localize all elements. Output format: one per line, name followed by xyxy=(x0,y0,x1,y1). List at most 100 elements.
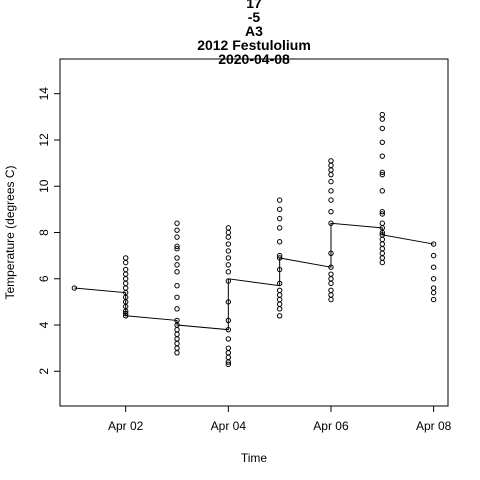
title-line: A3 xyxy=(245,23,263,39)
data-point xyxy=(122,266,129,273)
data-point xyxy=(430,252,437,259)
data-point xyxy=(379,188,386,194)
data-point xyxy=(379,236,386,243)
y-tick-label: 12 xyxy=(37,133,51,147)
data-point xyxy=(174,326,180,333)
data-point xyxy=(379,211,386,217)
data-point xyxy=(225,359,232,365)
data-point xyxy=(225,234,232,240)
y-tick-label: 10 xyxy=(37,179,51,193)
data-point xyxy=(379,111,386,118)
data-point xyxy=(276,252,283,259)
title-line: -5 xyxy=(248,9,261,25)
data-point xyxy=(276,296,283,303)
data-point xyxy=(379,171,386,178)
y-tick-label: 6 xyxy=(37,275,51,282)
data-point xyxy=(174,350,180,356)
data-point xyxy=(379,169,386,176)
data-point xyxy=(276,306,283,312)
data-point xyxy=(276,206,283,213)
data-point xyxy=(122,259,129,266)
data-point xyxy=(174,269,180,275)
data-point xyxy=(379,116,386,122)
data-point xyxy=(174,306,180,312)
data-point xyxy=(328,162,334,169)
data-point xyxy=(430,241,437,247)
data-point xyxy=(122,276,129,282)
data-point xyxy=(379,255,386,261)
title-line: 17 xyxy=(246,0,262,11)
data-point xyxy=(379,250,386,257)
data-point xyxy=(225,241,232,247)
data-point xyxy=(276,280,283,287)
data-point xyxy=(430,285,437,291)
data-point xyxy=(430,289,437,296)
data-point xyxy=(328,208,334,215)
data-point xyxy=(225,225,232,231)
data-point xyxy=(379,245,386,252)
x-axis-label: Time xyxy=(241,451,268,465)
data-point xyxy=(122,313,129,319)
data-point xyxy=(276,215,283,222)
data-point xyxy=(276,287,283,294)
data-point xyxy=(328,178,334,185)
data-point xyxy=(225,345,232,351)
data-point xyxy=(328,292,334,298)
y-tick-label: 4 xyxy=(37,321,51,328)
data-point xyxy=(71,285,78,291)
data-point xyxy=(225,361,232,368)
x-axis: Apr 02 Apr 04 Apr 06 Apr 08 xyxy=(108,406,452,433)
x-tick-label: Apr 04 xyxy=(211,419,247,433)
data-point xyxy=(379,139,386,145)
data-point xyxy=(379,208,386,215)
plot-frame xyxy=(59,58,449,407)
data-point xyxy=(276,313,283,319)
data-point xyxy=(379,241,386,247)
data-point xyxy=(174,336,180,342)
data-point xyxy=(379,229,386,236)
data-point xyxy=(328,188,334,194)
data-point xyxy=(122,271,129,277)
data-point xyxy=(430,276,437,282)
data-point xyxy=(174,245,180,252)
y-tick-label: 8 xyxy=(37,229,51,236)
data-point xyxy=(328,220,334,226)
data-point xyxy=(225,255,232,261)
data-point xyxy=(174,340,180,347)
data-point xyxy=(225,299,232,305)
data-point xyxy=(225,350,232,356)
data-point xyxy=(379,220,386,226)
data-point xyxy=(174,227,180,233)
data-point xyxy=(276,266,283,273)
data-point xyxy=(225,354,232,361)
x-tick-label: Apr 02 xyxy=(108,419,144,433)
y-tick-label: 14 xyxy=(37,87,51,101)
data-point xyxy=(225,326,232,333)
title-line: 2012 Festulolium xyxy=(197,37,311,53)
y-axis: 2 4 6 8 10 12 14 xyxy=(37,87,60,375)
data-point xyxy=(328,250,334,257)
data-point xyxy=(328,171,334,178)
data-point xyxy=(174,243,180,250)
data-point xyxy=(276,292,283,298)
data-point xyxy=(174,220,180,226)
data-point xyxy=(225,229,232,236)
data-point xyxy=(225,269,232,275)
data-point xyxy=(174,331,180,337)
data-point xyxy=(174,234,180,240)
data-point xyxy=(276,197,283,203)
data-point xyxy=(225,248,232,254)
data-point xyxy=(174,345,180,351)
data-point xyxy=(174,294,180,300)
data-point xyxy=(430,296,437,303)
data-point xyxy=(276,301,283,307)
y-axis-label: Temperature (degrees C) xyxy=(3,165,17,299)
data-point xyxy=(430,264,437,270)
data-point xyxy=(225,317,232,324)
x-tick-label: Apr 08 xyxy=(416,419,452,433)
data-point xyxy=(328,287,334,294)
data-point xyxy=(328,264,334,270)
data-point xyxy=(379,125,386,132)
data-point xyxy=(379,153,386,159)
